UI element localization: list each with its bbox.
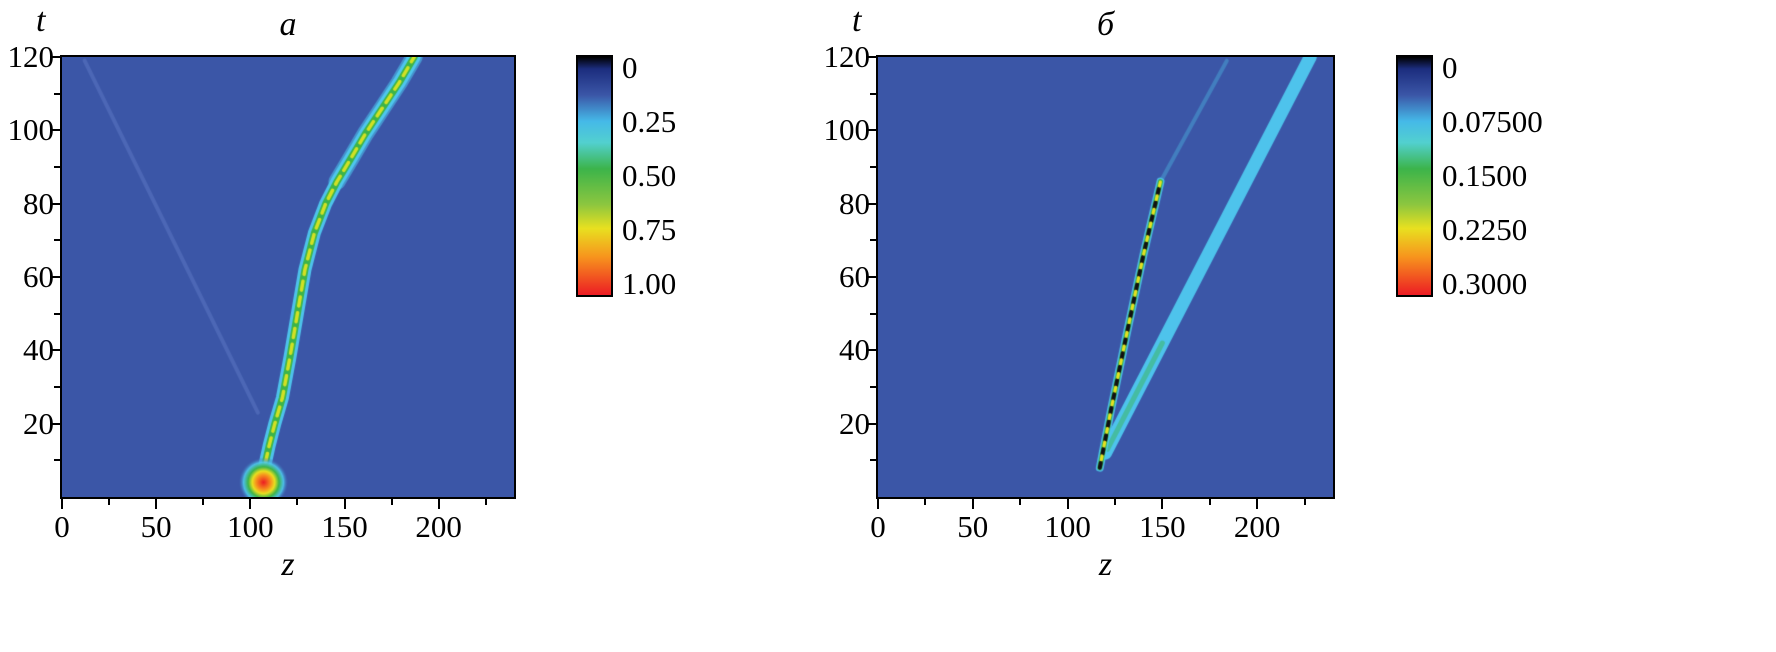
x-minor-tick xyxy=(924,499,927,505)
x-tick xyxy=(1066,499,1069,509)
colorbar-label: 1.00 xyxy=(622,265,677,301)
x-tick xyxy=(1161,499,1164,509)
x-tick-label: 0 xyxy=(870,509,886,544)
x-tick xyxy=(971,499,974,509)
x-tick-label: 100 xyxy=(227,509,274,544)
x-tick-label: 200 xyxy=(1233,509,1281,544)
x-minor-tick xyxy=(1303,499,1306,505)
y-minor-tick xyxy=(54,386,60,388)
x-tick xyxy=(437,499,440,509)
x-tick-label: 100 xyxy=(1044,509,1091,544)
x-tick xyxy=(61,499,63,509)
heatmap-plot-b xyxy=(876,55,1335,499)
y-tick-label: 60 xyxy=(839,258,870,294)
x-minor-tick xyxy=(1208,499,1211,505)
y-minor-tick xyxy=(54,312,60,315)
colorbar-label: 0.75 xyxy=(622,211,677,247)
x-tick xyxy=(1256,499,1259,509)
x-minor-tick xyxy=(1113,499,1116,505)
x-tick xyxy=(249,499,252,509)
y-tick-label: 100 xyxy=(7,112,55,148)
y-tick xyxy=(866,56,876,58)
y-tick xyxy=(866,349,876,352)
colorbar-b xyxy=(1396,55,1433,297)
y-axis-title-t: t xyxy=(36,2,46,39)
y-tick xyxy=(866,202,876,205)
colorbar-label: 0 xyxy=(1442,49,1458,85)
y-tick-label: 120 xyxy=(823,38,871,74)
y-tick xyxy=(50,276,60,278)
x-tick-label: 200 xyxy=(415,509,462,544)
x-minor-tick xyxy=(202,499,205,505)
y-minor-tick xyxy=(54,166,60,168)
x-tick-label: 0 xyxy=(54,509,70,544)
y-tick-label: 80 xyxy=(23,185,54,221)
colorbar-label: 0.2250 xyxy=(1442,211,1528,247)
colorbar-label: 0.3000 xyxy=(1442,265,1528,301)
y-tick-label: 120 xyxy=(7,38,55,74)
x-minor-tick xyxy=(390,499,393,505)
x-tick-label: 150 xyxy=(321,509,368,544)
y-minor-tick xyxy=(54,239,60,242)
y-tick-label: 40 xyxy=(23,332,54,368)
heatmap-plot-a xyxy=(60,55,516,499)
y-tick xyxy=(50,129,60,132)
x-minor-tick xyxy=(1019,499,1022,505)
heatmap-canvas-b xyxy=(878,57,1333,497)
y-minor-tick xyxy=(870,166,876,168)
x-tick-label: 50 xyxy=(957,509,989,544)
y-tick-label: 60 xyxy=(23,258,54,294)
y-minor-tick xyxy=(54,459,60,462)
x-minor-tick xyxy=(484,499,487,505)
y-tick-label: 80 xyxy=(839,185,870,221)
x-minor-tick xyxy=(296,499,299,505)
y-tick xyxy=(50,349,60,352)
x-minor-tick xyxy=(108,499,111,505)
y-tick xyxy=(50,56,60,58)
y-tick-label: 20 xyxy=(23,405,54,441)
x-tick xyxy=(155,499,158,509)
panel-a-title: a xyxy=(279,6,297,43)
x-tick-label: 50 xyxy=(140,509,172,544)
colorbar-label: 0 xyxy=(622,49,638,85)
x-tick xyxy=(877,499,879,509)
y-minor-tick xyxy=(54,92,60,95)
y-tick-label: 100 xyxy=(823,112,871,148)
y-tick xyxy=(866,276,876,278)
heatmap-canvas-a xyxy=(62,57,514,497)
y-tick-label: 40 xyxy=(839,332,870,368)
y-minor-tick xyxy=(870,459,876,462)
y-tick xyxy=(866,422,876,425)
x-axis-title-z: z xyxy=(1098,546,1113,583)
colorbar-a xyxy=(576,55,613,297)
colorbar-label: 0.07500 xyxy=(1442,103,1543,139)
y-minor-tick xyxy=(870,92,876,95)
y-minor-tick xyxy=(870,386,876,388)
panel-b-title: б xyxy=(1096,6,1115,43)
y-tick-label: 20 xyxy=(839,405,870,441)
x-tick xyxy=(343,499,346,509)
colorbar-label: 0.50 xyxy=(622,157,677,193)
y-tick xyxy=(50,202,60,205)
y-minor-tick xyxy=(870,239,876,242)
colorbar-label: 0.25 xyxy=(622,103,677,139)
x-axis-title-z: z xyxy=(281,546,295,583)
y-axis-title-t: t xyxy=(852,2,862,39)
y-minor-tick xyxy=(870,312,876,315)
y-tick xyxy=(866,129,876,132)
x-tick-label: 150 xyxy=(1139,509,1186,544)
y-tick xyxy=(50,422,60,425)
colorbar-label: 0.1500 xyxy=(1442,157,1528,193)
